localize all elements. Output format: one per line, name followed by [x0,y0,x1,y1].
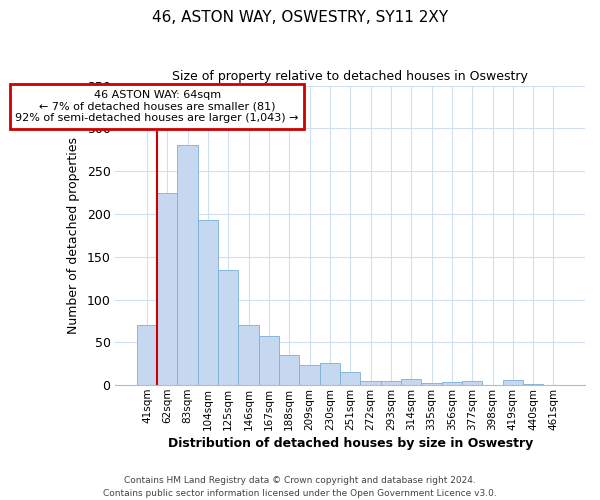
Bar [381,381,401,385]
Y-axis label: Number of detached properties: Number of detached properties [67,137,80,334]
Bar [503,380,523,385]
Bar [259,336,279,385]
X-axis label: Distribution of detached houses by size in Oswestry: Distribution of detached houses by size … [167,437,533,450]
Bar [238,325,259,385]
Title: Size of property relative to detached houses in Oswestry: Size of property relative to detached ho… [172,70,528,83]
Bar [299,366,320,385]
Text: 46, ASTON WAY, OSWESTRY, SY11 2XY: 46, ASTON WAY, OSWESTRY, SY11 2XY [152,10,448,25]
Bar [279,355,299,385]
Bar [442,382,462,385]
Bar [523,384,544,385]
Bar [340,372,361,385]
Bar [401,379,421,385]
Text: Contains HM Land Registry data © Crown copyright and database right 2024.
Contai: Contains HM Land Registry data © Crown c… [103,476,497,498]
Bar [198,220,218,385]
Text: 46 ASTON WAY: 64sqm
← 7% of detached houses are smaller (81)
92% of semi-detache: 46 ASTON WAY: 64sqm ← 7% of detached hou… [16,90,299,123]
Bar [218,270,238,385]
Bar [137,325,157,385]
Bar [320,363,340,385]
Bar [178,146,198,385]
Bar [462,381,482,385]
Bar [421,384,442,385]
Bar [361,381,381,385]
Bar [157,192,178,385]
